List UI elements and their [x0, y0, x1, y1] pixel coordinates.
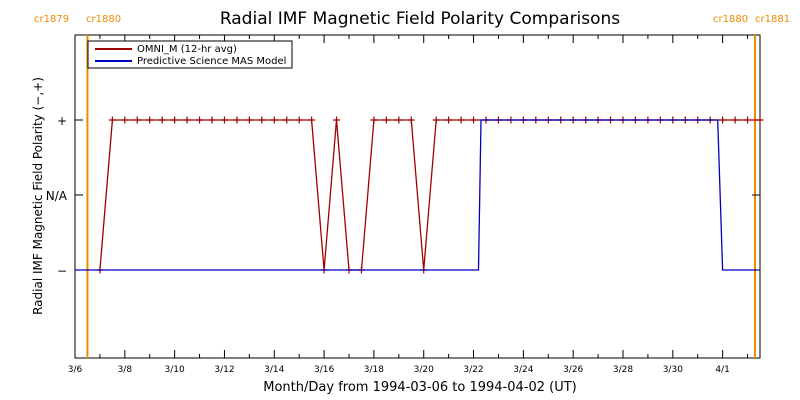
series-line-1 — [75, 119, 758, 271]
legend-label-mas: Predictive Science MAS Model — [137, 56, 286, 67]
carrington-marker-lines — [86, 35, 757, 358]
series-marker-0 — [108, 116, 116, 124]
series-marker-0 — [208, 116, 216, 124]
x-tick-label: 3/22 — [463, 365, 483, 375]
x-tick-label: 3/8 — [118, 365, 133, 375]
x-tick-label: 3/16 — [314, 365, 334, 375]
x-tick-label: 3/18 — [364, 365, 384, 375]
carrington-labels-right: cr1880 cr1881 — [713, 14, 790, 25]
x-axis-ticks: 3/6 3/8 3/10 3/12 3/14 3/16 3/18 3/20 3/22 3/24 3/… — [68, 35, 749, 375]
series-marker-0 — [756, 116, 764, 124]
data-series — [75, 116, 764, 274]
x-axis-label: Month/Day from 1994-03-06 to 1994-04-02 … — [263, 380, 576, 395]
x-tick-label: 3/26 — [563, 365, 583, 375]
legend-box — [87, 40, 293, 69]
series-marker-0 — [233, 116, 241, 124]
series-marker-0 — [133, 116, 141, 124]
legend-label-omni: OMNI_M (12-hr avg) — [137, 44, 237, 55]
series-marker-0 — [270, 116, 278, 124]
series-marker-0 — [295, 116, 303, 124]
x-tick-label: 3/14 — [264, 365, 284, 375]
series-marker-0 — [432, 116, 440, 124]
x-tick-label: 3/20 — [414, 365, 434, 375]
series-marker-0 — [158, 116, 166, 124]
series-marker-0 — [146, 116, 154, 124]
series-marker-0 — [196, 116, 204, 124]
legend: OMNI_M (12-hr avg) Predictive Science MA… — [87, 40, 293, 69]
y-axis-label: Radial IMF Magnetic Field Polarity (−,+) — [31, 77, 45, 315]
series-marker-0 — [308, 116, 316, 124]
series-marker-0 — [283, 116, 291, 124]
carrington-label: cr1879 — [34, 14, 69, 25]
chart-title: Radial IMF Magnetic Field Polarity Compa… — [220, 9, 620, 29]
series-marker-0 — [719, 116, 727, 124]
series-marker-0 — [382, 116, 390, 124]
series-marker-0 — [457, 116, 465, 124]
series-marker-0 — [245, 116, 253, 124]
x-tick-label: 3/24 — [513, 365, 533, 375]
y-tick-label: − — [57, 264, 67, 278]
series-marker-0 — [171, 116, 179, 124]
series-marker-0 — [333, 116, 341, 124]
x-tick-label: 3/28 — [613, 365, 633, 375]
x-tick-label: 3/30 — [663, 365, 683, 375]
series-marker-0 — [470, 116, 478, 124]
carrington-label: cr1880 — [713, 14, 748, 25]
series-marker-0 — [395, 116, 403, 124]
series-marker-0 — [744, 116, 752, 124]
series-marker-0 — [445, 116, 453, 124]
x-tick-label: 3/12 — [214, 365, 234, 375]
series-marker-0 — [407, 116, 415, 124]
series-marker-0 — [258, 116, 266, 124]
carrington-labels-left: cr1879 cr1880 — [34, 14, 121, 25]
y-tick-label: + — [57, 114, 67, 128]
x-tick-label: 3/10 — [165, 365, 185, 375]
series-marker-0 — [220, 116, 228, 124]
y-tick-label: N/A — [46, 189, 68, 203]
series-marker-0 — [183, 116, 191, 124]
carrington-label: cr1880 — [86, 14, 121, 25]
carrington-label: cr1881 — [755, 14, 790, 25]
series-marker-0 — [731, 116, 739, 124]
series-marker-0 — [370, 116, 378, 124]
x-tick-label: 4/1 — [715, 365, 729, 375]
plot-frame — [74, 34, 761, 359]
series-marker-0 — [121, 116, 129, 124]
x-tick-label: 3/6 — [68, 365, 83, 375]
